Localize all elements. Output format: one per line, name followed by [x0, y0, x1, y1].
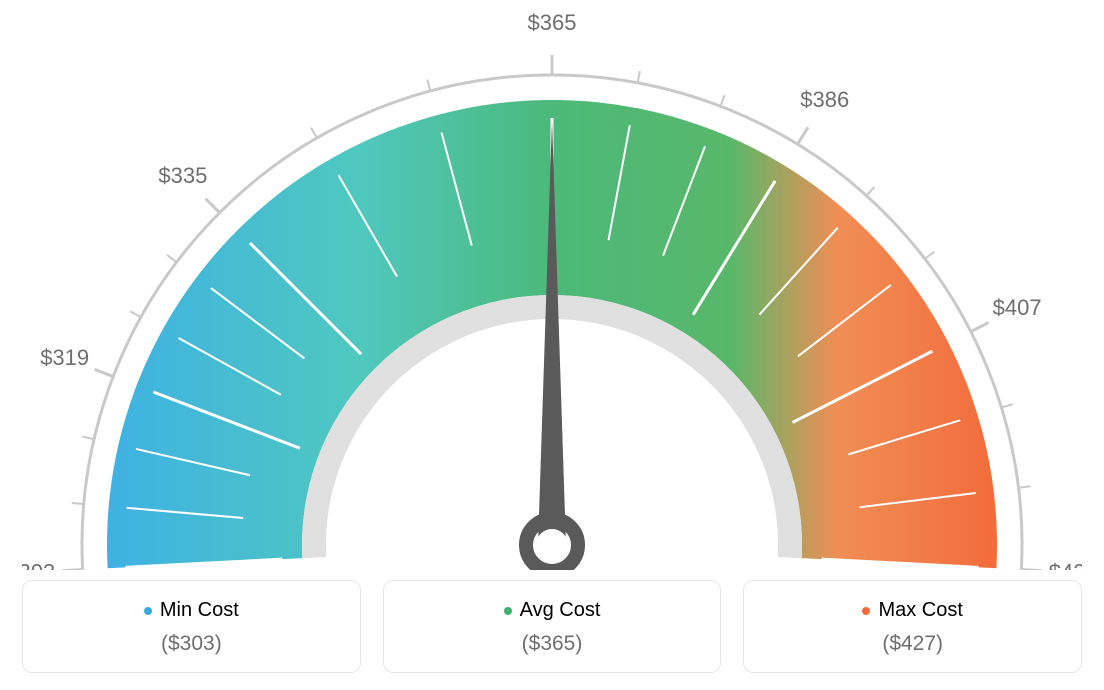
- legend-label-max: Max Cost: [878, 599, 962, 622]
- gauge-tick-label: $386: [800, 87, 849, 112]
- gauge-tick-label: $335: [158, 163, 207, 188]
- gauge-tick-label: $427: [1049, 559, 1082, 570]
- dot-icon: [504, 607, 512, 615]
- legend-title-max: Max Cost: [862, 599, 962, 622]
- gauge-svg: $303 $319 $335 $365 $386 $407 $427: [22, 10, 1082, 570]
- cost-gauge: $303 $319 $335 $365 $386 $407 $427: [22, 10, 1082, 570]
- legend-label-avg: Avg Cost: [520, 599, 601, 622]
- dot-icon: [862, 607, 870, 615]
- legend-title-avg: Avg Cost: [504, 599, 601, 622]
- legend-label-min: Min Cost: [160, 599, 239, 622]
- gauge-tick-label: $407: [993, 295, 1042, 320]
- legend-card-max: Max Cost ($427): [743, 580, 1082, 673]
- gauge-tick-label: $319: [40, 345, 89, 370]
- legend-card-avg: Avg Cost ($365): [383, 580, 722, 673]
- dot-icon: [144, 607, 152, 615]
- legend-value-max: ($427): [754, 632, 1071, 656]
- legend-card-min: Min Cost ($303): [22, 580, 361, 673]
- legend-title-min: Min Cost: [144, 599, 239, 622]
- legend-row: Min Cost ($303) Avg Cost ($365) Max Cost…: [22, 580, 1082, 673]
- legend-value-avg: ($365): [394, 632, 711, 656]
- legend-value-min: ($303): [33, 632, 350, 656]
- gauge-tick-label: $303: [22, 559, 55, 570]
- gauge-tick-label: $365: [528, 10, 577, 35]
